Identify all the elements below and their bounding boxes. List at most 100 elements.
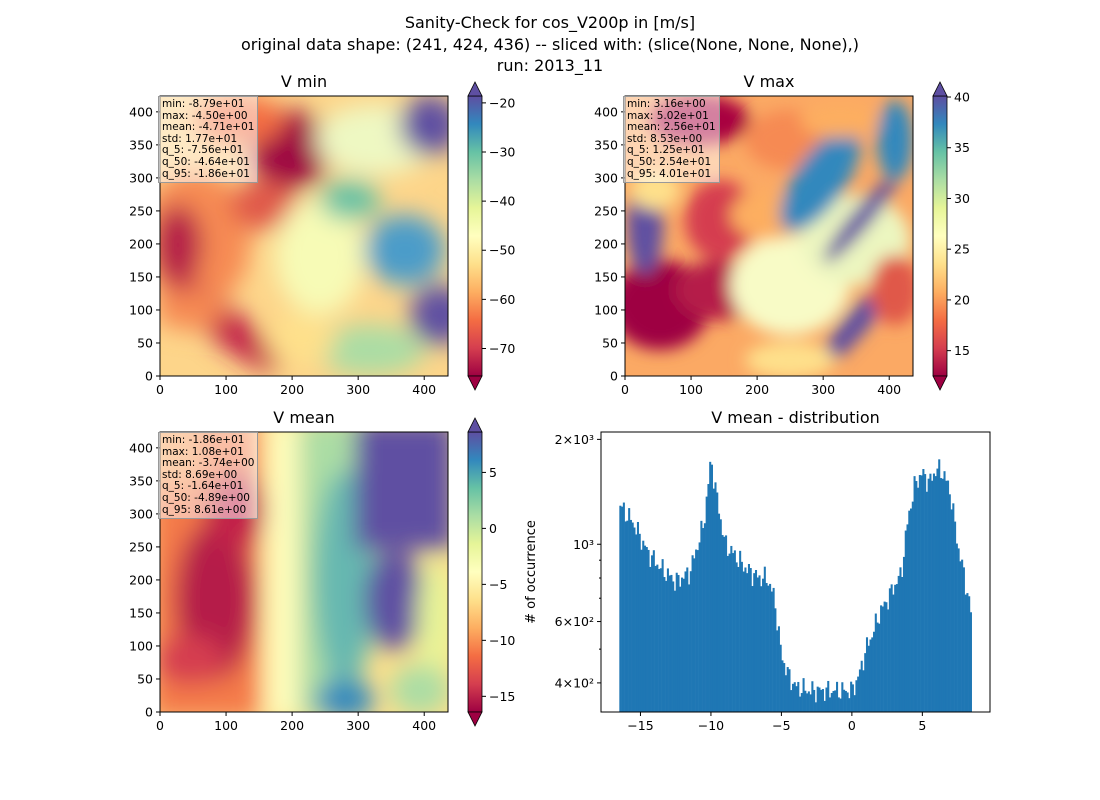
stat-line: min: 3.16e+00 [627, 98, 706, 110]
x-tick-label: 200 [280, 718, 304, 733]
hist-bar [746, 573, 749, 712]
stat-line: q_95: 4.01e+01 [627, 167, 712, 180]
stat-line: q_50: -4.64e+01 [162, 155, 250, 168]
y-tick-label: 0 [145, 369, 153, 384]
hist-bar [642, 540, 645, 712]
y-tick-label: 200 [594, 236, 618, 251]
y-tick-label: 350 [594, 137, 618, 152]
hist-bar [707, 484, 710, 712]
hist-bar [749, 568, 752, 712]
hist-bar [853, 695, 856, 712]
stat-line: mean: -4.71e+01 [162, 121, 255, 134]
hist-bar [894, 584, 897, 712]
y-tick-label: 100 [129, 302, 153, 317]
hist-bar [888, 588, 891, 712]
hist-bar [806, 693, 809, 712]
hist-bar [638, 533, 641, 712]
hist-bar [834, 690, 837, 712]
colorbar-tick-label: 0 [489, 521, 497, 536]
hist-bar [702, 528, 705, 712]
hist-bar [839, 698, 842, 712]
hist-bar [969, 612, 972, 712]
hist-bar [897, 575, 900, 712]
y-tick-label: 50 [602, 335, 618, 350]
y-tick-label: 100 [129, 638, 153, 653]
colorbar-tick-label: 40 [954, 90, 970, 105]
hist-bar [881, 606, 884, 712]
hist-bar [689, 571, 692, 712]
hist-bar [855, 680, 858, 712]
colorbar-tick-label: −5 [489, 577, 507, 592]
hist-bar [950, 509, 953, 712]
hist-bar [961, 559, 964, 712]
vmean-title: V mean [273, 408, 335, 427]
colorbar-tick-label: −10 [489, 633, 515, 648]
y-tick-label: 6×10² [555, 614, 594, 629]
hist-bar [924, 474, 927, 712]
hist-bar [943, 471, 946, 712]
y-tick-label: 10³ [573, 537, 594, 552]
vmean-colorbar: 5 0 −5 −10 −15 [467, 417, 515, 727]
hist-bar [830, 692, 833, 712]
y-tick-label: 350 [129, 137, 153, 152]
stat-line: max: 1.08e+01 [162, 445, 244, 458]
colorbar-tick-label: 5 [489, 465, 497, 480]
hist-bar [640, 549, 643, 712]
hist-bar [802, 678, 805, 712]
stat-line: std: 1.77e+01 [162, 132, 238, 145]
hist-bar [795, 686, 798, 712]
vmax-colorbar: 40 35 30 25 20 15 [932, 81, 970, 391]
x-tick-label: −10 [698, 718, 724, 733]
hist-bar [762, 578, 765, 712]
hist-bar [661, 559, 664, 712]
y-tick-label: 300 [594, 170, 618, 185]
hist-bar [850, 681, 853, 712]
hist-bar [649, 566, 652, 712]
hist-axes: −15 −10 −5 0 5 4×10² 6×10² 10³ 2×10³ # of occurr… [524, 431, 991, 733]
hist-bar [929, 473, 932, 712]
hist-bar [959, 561, 962, 712]
hist-bar [843, 689, 846, 712]
stat-line: max: 5.02e+01 [627, 109, 709, 122]
hist-bar [858, 669, 861, 712]
hist-bar [656, 564, 659, 712]
x-tick-label: 400 [412, 718, 436, 733]
hist-bar [931, 480, 934, 712]
hist-bar [774, 608, 777, 712]
y-tick-label: 300 [129, 170, 153, 185]
hist-bar [818, 687, 821, 712]
hist-bar [668, 575, 671, 712]
hist-bar [954, 521, 957, 712]
vmin-colorbar: −20 −30 −40 −50 −60 −70 [467, 81, 515, 391]
stat-line: mean: -3.74e+00 [162, 457, 255, 470]
hist-bar [948, 494, 951, 712]
hist-bar [747, 564, 750, 712]
stat-line: q_5: 1.25e+01 [627, 144, 705, 157]
hist-bar [793, 682, 796, 712]
hist-bar [902, 556, 906, 712]
hist-bar [876, 622, 879, 712]
hist-bar [828, 697, 832, 712]
hist-bar [719, 519, 722, 712]
vmax-stats-box: min: 3.16e+00 max: 5.02e+01 mean: 2.56e+… [623, 96, 720, 184]
hist-bar [740, 561, 743, 712]
hist-bar [880, 605, 883, 712]
hist-bar [883, 601, 886, 712]
stat-line: q_50: 2.54e+01 [627, 155, 712, 168]
hist-bar [955, 543, 958, 712]
hist-bar [776, 630, 779, 712]
x-tick-label: 100 [214, 382, 238, 397]
hist-bar [735, 562, 738, 712]
hist-bar [716, 492, 719, 712]
stat-line: q_50: -4.89e+00 [162, 491, 250, 504]
hist-bar [913, 476, 916, 712]
hist-bar [760, 586, 763, 712]
colorbar-tick-label: −60 [489, 292, 515, 307]
y-tick-label: 400 [129, 440, 153, 455]
hist-bar [763, 566, 766, 712]
stat-line: std: 8.53e+00 [627, 132, 703, 145]
colorbar-tick-label: −40 [489, 194, 515, 209]
hist-bar [621, 506, 624, 712]
hist-bar [837, 697, 840, 712]
x-tick-label: 300 [346, 382, 370, 397]
